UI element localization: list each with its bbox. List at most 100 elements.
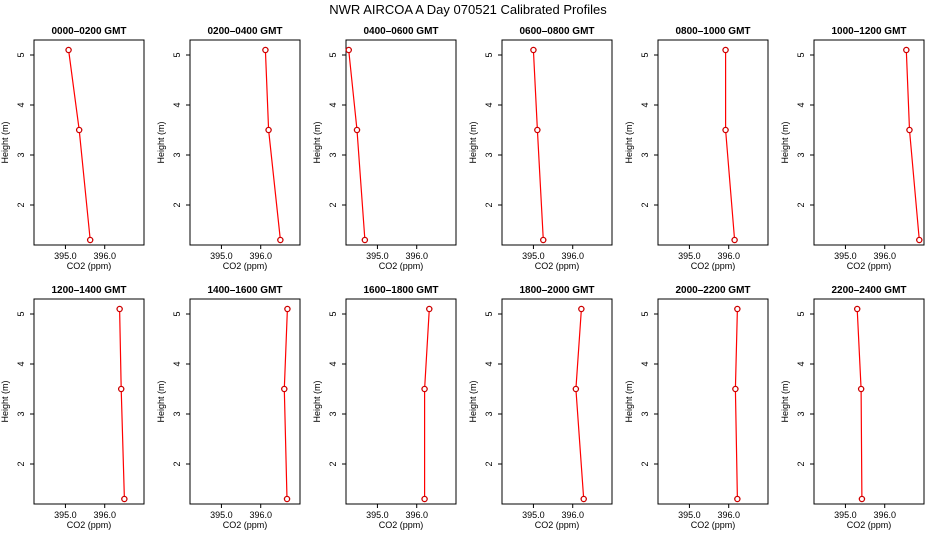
series-line xyxy=(856,308,863,500)
page-title: NWR AIRCOA A Day 070521 Calibrated Profi… xyxy=(329,2,607,17)
data-point xyxy=(534,126,541,134)
y-tick-label: 2 xyxy=(328,461,338,466)
chart-panel-1: 0000–0200 GMT 2 3 4 5 Height (m) 395.0 396.0CO2… xyxy=(0,26,145,271)
data-point xyxy=(732,385,739,393)
chart-panel-5: 0800–1000 GMT 2 3 4 5 Height (m) 395.0 396.0CO2… xyxy=(624,26,769,271)
chart-panel-10: 1800–2000 GMT 2 3 4 5 Height (m) 395.0 396.0CO2… xyxy=(468,285,613,530)
x-tick-label: 396.0 xyxy=(93,251,116,261)
series-line xyxy=(724,50,736,241)
x-axis-label: CO2 (ppm) xyxy=(847,520,892,530)
chart-title: 2000–2200 GMT xyxy=(675,285,750,296)
y-tick-label: 4 xyxy=(484,102,494,107)
x-axis-label: CO2 (ppm) xyxy=(535,261,580,271)
data-point xyxy=(858,495,866,503)
x-tick-label: 396.0 xyxy=(93,510,116,520)
plot-frame xyxy=(345,39,457,246)
y-tick-label: 3 xyxy=(640,152,650,157)
data-point xyxy=(530,46,537,54)
chart-title: 0800–1000 GMT xyxy=(675,26,750,37)
y-tick-label: 4 xyxy=(172,361,182,366)
chart-panel-6: 1000–1200 GMT 2 3 4 5 Height (m) 395.0 396.0CO2… xyxy=(780,26,925,271)
y-axis-label: Height (m) xyxy=(780,121,790,163)
plot-frame xyxy=(33,298,145,505)
y-axis-label: Height (m) xyxy=(780,380,790,422)
data-point xyxy=(572,385,580,393)
data-point xyxy=(731,236,738,244)
data-point xyxy=(281,385,288,393)
y-axis-label: Height (m) xyxy=(312,121,322,163)
y-tick-label: 2 xyxy=(796,202,806,207)
series-line xyxy=(424,308,430,499)
x-tick-label: 396.0 xyxy=(561,251,584,261)
chart-title: 1000–1200 GMT xyxy=(831,26,906,37)
series-line xyxy=(734,308,738,500)
data-point xyxy=(284,305,291,313)
x-tick-label: 396.0 xyxy=(249,251,272,261)
y-tick-label: 5 xyxy=(640,311,650,316)
data-point xyxy=(75,126,83,134)
y-tick-label: 4 xyxy=(484,361,494,366)
y-tick-label: 4 xyxy=(640,361,650,366)
y-tick-label: 4 xyxy=(796,102,806,107)
y-tick-label: 2 xyxy=(16,461,26,466)
y-tick-label: 2 xyxy=(172,461,182,466)
y-tick-label: 2 xyxy=(328,202,338,207)
plot-frame xyxy=(657,39,769,246)
x-tick-label: 396.0 xyxy=(405,510,428,520)
y-tick-label: 5 xyxy=(328,311,338,316)
y-tick-label: 3 xyxy=(172,152,182,157)
x-axis-label: CO2 (ppm) xyxy=(847,261,892,271)
y-tick-label: 2 xyxy=(640,461,650,466)
y-tick-label: 4 xyxy=(640,102,650,107)
plot-frame xyxy=(345,298,457,505)
chart-panel-4: 0600–0800 GMT 2 3 4 5 Height (m) 395.0 396.0CO2… xyxy=(468,26,613,271)
y-tick-label: 4 xyxy=(328,361,338,366)
data-point xyxy=(426,305,433,313)
chart-panel-3: 0400–0600 GMT 2 3 4 5 Height (m) 395.0 396.0CO2… xyxy=(312,26,457,271)
chart-panel-9: 1600–1800 GMT 2 3 4 5 Height (m) 395.0 396.0CO2… xyxy=(312,285,457,530)
chart-title: 1200–1400 GMT xyxy=(51,285,126,296)
y-tick-label: 5 xyxy=(172,52,182,57)
y-tick-label: 3 xyxy=(640,411,650,416)
data-point xyxy=(916,236,923,244)
chart-title: 1400–1600 GMT xyxy=(207,285,282,296)
data-point xyxy=(857,385,865,393)
chart-title: 0400–0600 GMT xyxy=(363,26,438,37)
x-tick-label: 396.0 xyxy=(249,510,272,520)
y-tick-label: 3 xyxy=(328,152,338,157)
x-axis-label: CO2 (ppm) xyxy=(379,520,424,530)
y-tick-label: 4 xyxy=(172,102,182,107)
data-point xyxy=(906,126,913,134)
chart-title: 2200–2400 GMT xyxy=(831,285,906,296)
x-tick-label: 395.0 xyxy=(678,251,701,261)
y-tick-label: 3 xyxy=(796,411,806,416)
x-tick-label: 396.0 xyxy=(873,251,896,261)
y-tick-label: 3 xyxy=(796,152,806,157)
x-axis-label: CO2 (ppm) xyxy=(67,520,112,530)
series-line xyxy=(264,49,281,241)
x-axis-label: CO2 (ppm) xyxy=(223,261,268,271)
chart-title: 0600–0800 GMT xyxy=(519,26,594,37)
data-point xyxy=(121,495,128,503)
y-tick-label: 3 xyxy=(328,411,338,416)
y-axis-label: Height (m) xyxy=(468,121,478,163)
data-point xyxy=(283,495,291,503)
x-tick-label: 395.0 xyxy=(210,510,233,520)
y-tick-label: 4 xyxy=(328,102,338,107)
x-tick-label: 395.0 xyxy=(834,510,857,520)
plot-frame xyxy=(501,298,613,505)
plot-frame xyxy=(501,39,613,246)
plot-frame xyxy=(189,298,301,505)
y-tick-label: 3 xyxy=(484,411,494,416)
data-point xyxy=(421,495,428,503)
data-point xyxy=(117,385,125,393)
data-point xyxy=(722,126,729,134)
chart-title: 1600–1800 GMT xyxy=(363,285,438,296)
data-point xyxy=(734,305,741,313)
y-axis-label: Height (m) xyxy=(156,380,166,422)
series-line xyxy=(119,308,125,500)
data-point xyxy=(265,126,272,134)
x-tick-label: 395.0 xyxy=(522,510,545,520)
y-tick-label: 2 xyxy=(796,461,806,466)
data-point xyxy=(86,236,94,244)
